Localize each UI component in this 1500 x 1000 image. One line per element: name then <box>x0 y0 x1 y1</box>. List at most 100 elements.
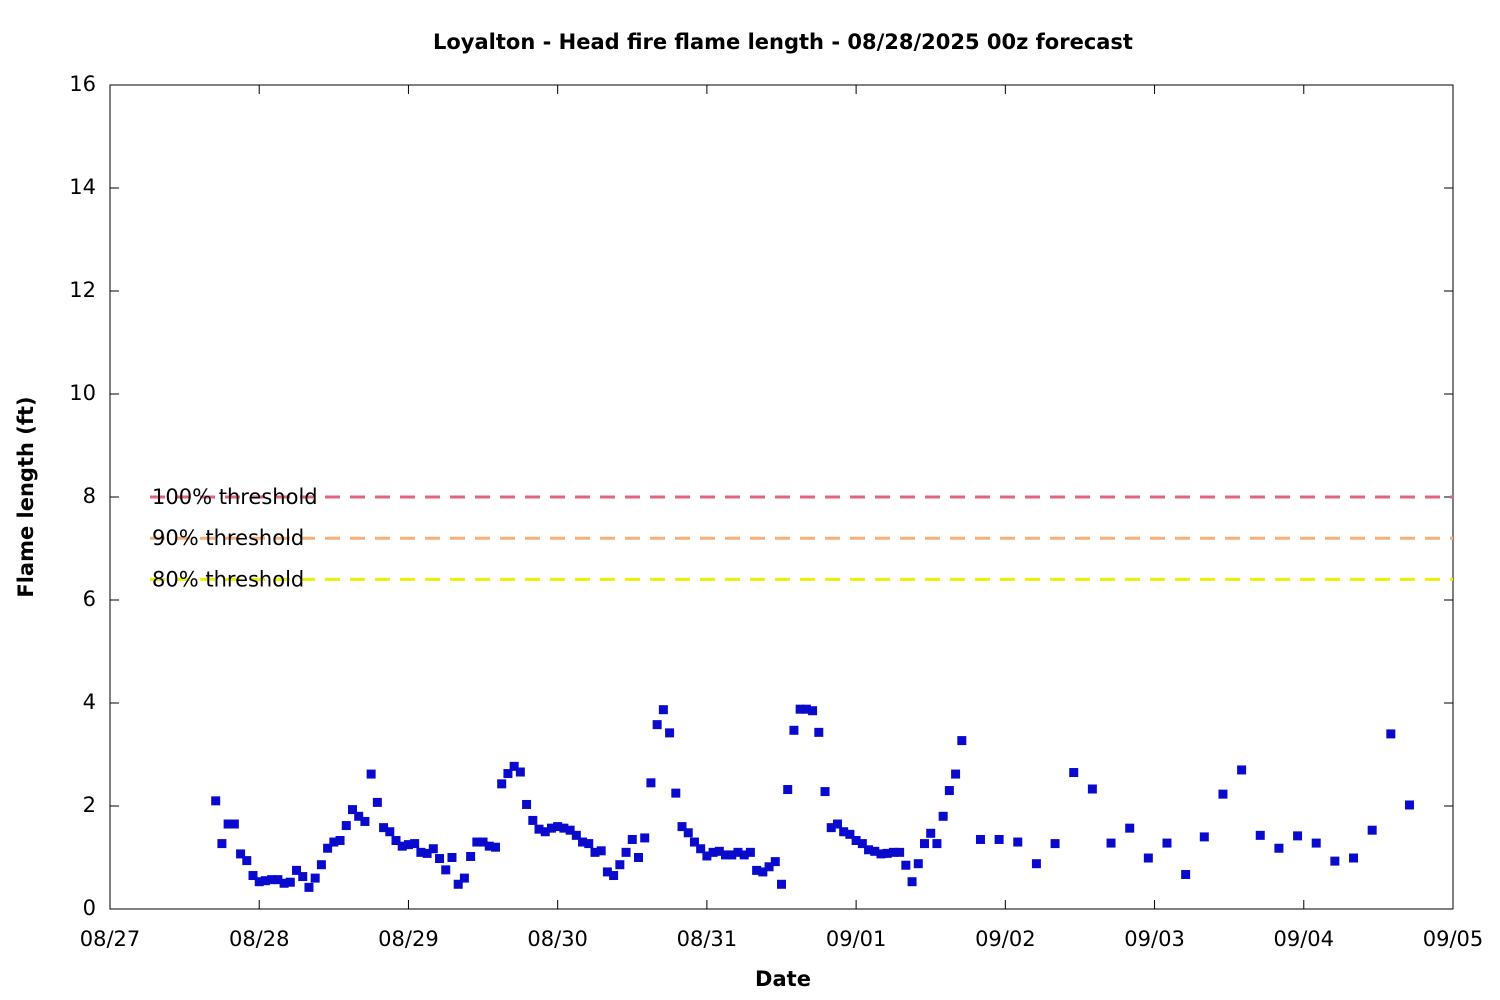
data-point <box>994 834 1004 844</box>
data-point <box>260 876 270 886</box>
data-point <box>354 811 364 821</box>
data-point <box>832 819 842 829</box>
data-point <box>708 847 718 857</box>
data-point <box>808 706 818 716</box>
data-point <box>553 822 563 832</box>
data-point <box>559 823 569 833</box>
data-point <box>391 836 401 846</box>
chart-title: Loyalton - Head fire flame length - 08/2… <box>433 30 1133 54</box>
data-point <box>1293 831 1303 841</box>
data-point <box>1199 832 1209 842</box>
data-point <box>671 788 681 798</box>
data-point <box>1349 853 1359 863</box>
y-tick-label: 6 <box>83 587 96 611</box>
data-point <box>689 837 699 847</box>
x-tick-label: 08/27 <box>80 927 141 951</box>
data-point <box>1162 838 1172 848</box>
data-point <box>459 873 469 883</box>
data-point <box>665 728 675 738</box>
data-point <box>845 829 855 839</box>
data-point <box>441 865 451 875</box>
data-point <box>739 850 749 860</box>
data-point <box>1013 837 1023 847</box>
data-point <box>826 823 836 833</box>
data-point <box>652 720 662 730</box>
data-point <box>1237 765 1247 775</box>
data-point <box>242 856 252 866</box>
data-point <box>696 844 706 854</box>
data-point <box>484 841 494 851</box>
x-tick-label: 09/01 <box>826 927 887 951</box>
data-point <box>285 877 295 887</box>
data-point <box>453 879 463 889</box>
data-point <box>298 872 308 882</box>
data-point <box>497 779 507 789</box>
data-point <box>1181 869 1191 879</box>
data-point <box>546 823 556 833</box>
data-point <box>341 821 351 831</box>
data-point <box>403 840 413 850</box>
data-point <box>851 836 861 846</box>
x-tick-label: 09/04 <box>1274 927 1335 951</box>
x-tick-label: 09/03 <box>1124 927 1185 951</box>
data-point <box>944 786 954 796</box>
threshold-label: 90% threshold <box>152 526 304 550</box>
threshold-label: 100% threshold <box>152 485 318 509</box>
data-point <box>727 850 737 860</box>
data-point <box>565 825 575 835</box>
data-point <box>957 736 967 746</box>
data-point <box>1050 839 1060 849</box>
data-point <box>435 854 445 864</box>
data-point <box>267 875 277 885</box>
data-point <box>211 796 221 806</box>
data-point <box>646 778 656 788</box>
data-point <box>466 851 476 861</box>
data-point <box>951 769 961 779</box>
x-axis-label: Date <box>755 967 811 991</box>
data-point <box>820 787 830 797</box>
data-point <box>677 822 687 832</box>
data-point <box>1143 853 1153 863</box>
x-tick-label: 09/05 <box>1423 927 1484 951</box>
data-point <box>920 839 930 849</box>
data-point <box>428 844 438 854</box>
data-point <box>503 769 513 779</box>
data-point <box>304 882 314 892</box>
x-tick-label: 08/30 <box>527 927 588 951</box>
y-tick-label: 16 <box>69 72 96 96</box>
data-point <box>926 828 936 838</box>
data-point <box>602 867 612 877</box>
data-point <box>347 805 357 815</box>
x-tick-label: 09/02 <box>975 927 1036 951</box>
data-point <box>385 827 395 837</box>
data-point <box>422 848 432 858</box>
data-point <box>640 833 650 843</box>
y-tick-label: 0 <box>83 896 96 920</box>
data-point <box>515 767 525 777</box>
data-point <box>913 859 923 869</box>
data-point <box>310 873 320 883</box>
y-tick-label: 4 <box>83 690 96 714</box>
data-point <box>932 839 942 849</box>
data-point <box>397 841 407 851</box>
data-point <box>721 850 731 860</box>
data-point <box>745 847 755 857</box>
data-point <box>509 761 519 771</box>
data-point <box>876 849 886 859</box>
data-point <box>1367 825 1377 835</box>
data-point <box>596 846 606 856</box>
data-point <box>229 819 239 829</box>
data-point <box>1404 800 1414 810</box>
data-point <box>1125 823 1135 833</box>
data-point <box>901 860 911 870</box>
data-point <box>1031 859 1041 869</box>
y-tick-label: 10 <box>69 381 96 405</box>
data-point <box>217 839 227 849</box>
data-point <box>584 839 594 849</box>
data-point <box>372 797 382 807</box>
data-point <box>254 877 264 887</box>
data-point <box>938 811 948 821</box>
y-tick-label: 12 <box>69 278 96 302</box>
data-point <box>683 828 693 838</box>
